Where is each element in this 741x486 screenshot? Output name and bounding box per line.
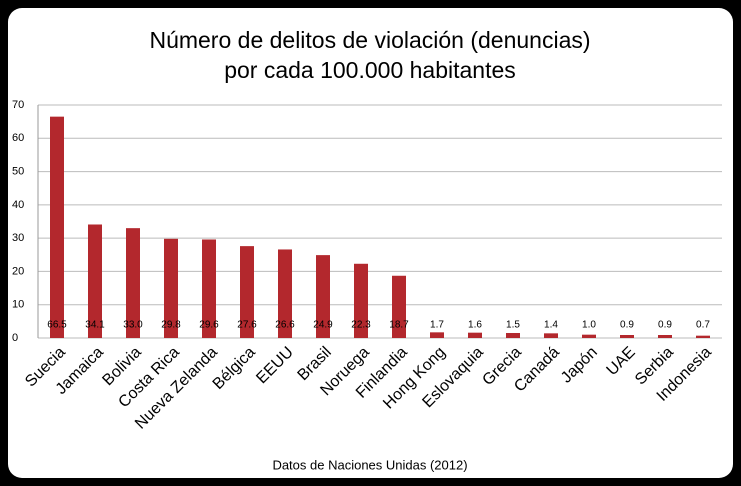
y-tick-label: 40: [12, 199, 24, 211]
panel: [8, 8, 733, 478]
chart-title: por cada 100.000 habitantes: [224, 57, 516, 83]
bar: [126, 228, 140, 338]
value-label: 1.6: [468, 320, 482, 331]
bar: [582, 334, 596, 338]
y-tick-label: 0: [12, 332, 18, 344]
value-label: 66.5: [47, 320, 67, 331]
bar: [202, 239, 216, 338]
value-label: 26.6: [275, 320, 295, 331]
value-label: 1.5: [506, 320, 520, 331]
bar: [354, 263, 368, 338]
value-label: 1.4: [544, 320, 558, 331]
value-label: 24.9: [313, 320, 333, 331]
bar: [658, 335, 672, 338]
value-label: 0.7: [696, 320, 710, 331]
source: Datos de Naciones Unidas (2012): [272, 457, 467, 472]
bar: [316, 255, 330, 338]
bar: [164, 238, 178, 338]
value-label: 18.7: [389, 320, 409, 331]
bar: [392, 275, 406, 338]
bar: [696, 335, 710, 338]
value-label: 1.0: [582, 320, 596, 331]
value-label: 1.7: [430, 320, 444, 331]
value-label: 33.0: [123, 320, 143, 331]
value-label: 22.3: [351, 320, 371, 331]
bar: [430, 332, 444, 338]
value-label: 29.6: [199, 320, 219, 331]
bar: [50, 116, 64, 339]
y-tick-label: 50: [12, 165, 24, 177]
y-tick-label: 30: [12, 232, 24, 244]
bar: [240, 246, 254, 338]
value-label: 0.9: [620, 320, 634, 331]
bar: [88, 224, 102, 338]
y-tick-label: 10: [12, 299, 24, 311]
value-label: 0.9: [658, 320, 672, 331]
value-label: 27.6: [237, 320, 257, 331]
value-label: 29.8: [161, 320, 181, 331]
bar: [544, 333, 558, 338]
chart-title: Número de delitos de violación (denuncia…: [149, 27, 590, 53]
bar: [506, 333, 520, 338]
y-tick-label: 60: [12, 132, 24, 144]
y-tick-label: 70: [12, 99, 24, 111]
bar: [278, 249, 292, 338]
value-label: 34.1: [85, 320, 105, 331]
bar: [620, 335, 634, 338]
y-tick-label: 20: [12, 265, 24, 277]
bar: [468, 332, 482, 338]
